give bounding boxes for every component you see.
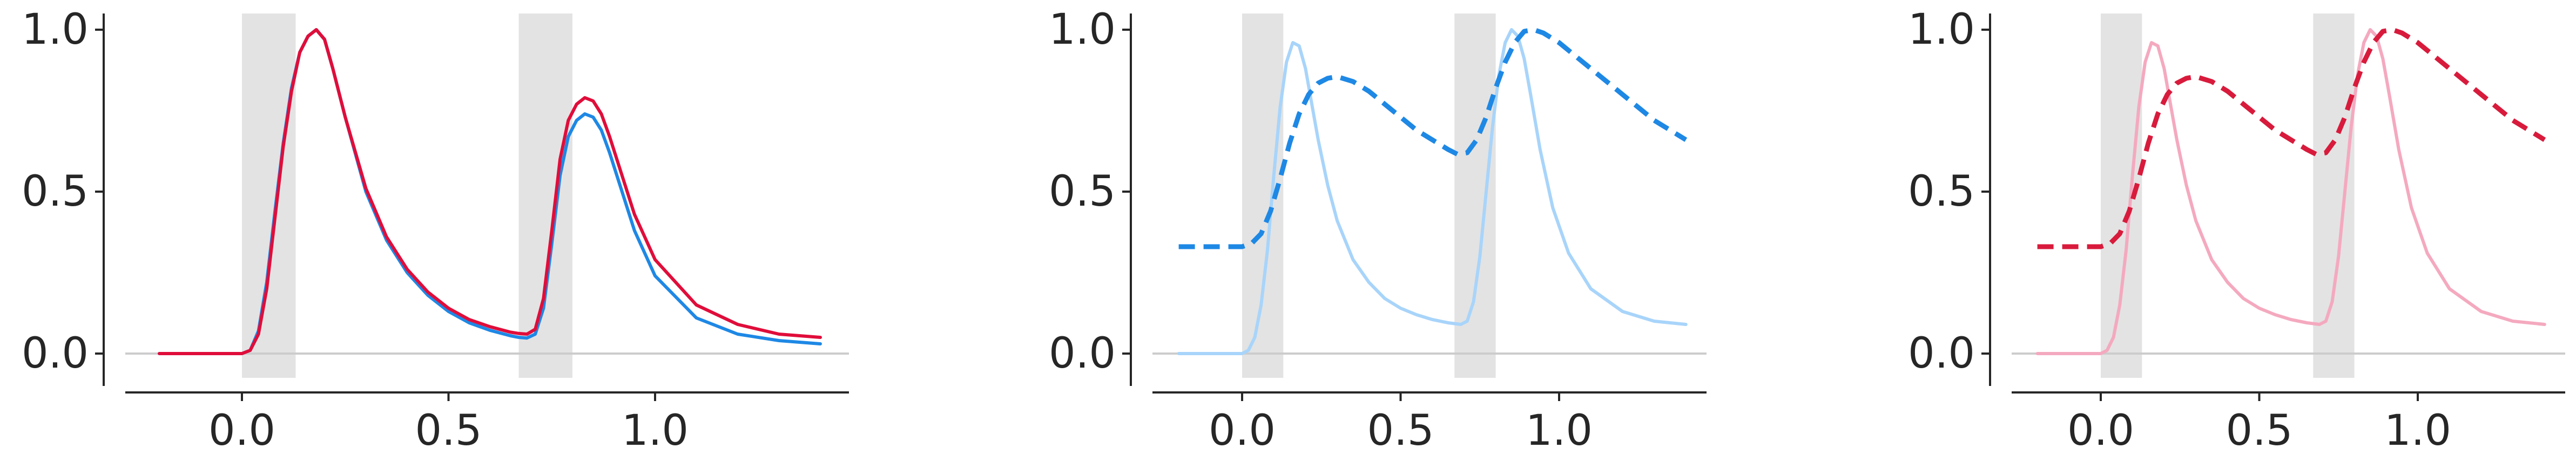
x-tick-label: 0.0	[208, 406, 275, 455]
y-tick-label: 1.0	[1908, 5, 1975, 54]
x-tick-label: 0.5	[2226, 406, 2292, 455]
y-tick-label: 0.5	[1049, 167, 1116, 216]
x-tick-label: 1.0	[622, 406, 689, 455]
x-tick-label: 0.0	[2067, 406, 2134, 455]
series-line-2	[158, 28, 822, 355]
y-tick-label: 0.5	[22, 167, 89, 216]
y-tick-label: 1.0	[22, 5, 89, 54]
series-line-2	[2037, 27, 2546, 249]
chart-panel-2: 0.0 0.5 1.0 0.0 0.5 1.0	[1049, 5, 1707, 455]
y-tick-label: 1.0	[1049, 5, 1116, 54]
x-tick-label: 1.0	[2384, 406, 2451, 455]
y-tick-label: 0.0	[22, 329, 89, 378]
chart-panel-3: 0.0 0.5 1.0 0.0 0.5 1.0	[1908, 5, 2565, 455]
shaded-region-2	[1454, 13, 1496, 378]
x-tick-label: 0.5	[1367, 406, 1434, 455]
chart-panel-1: 0.0 0.5 1.0 0.0 0.5 1.0	[22, 5, 849, 455]
y-tick-label: 0.5	[1908, 167, 1975, 216]
x-tick-label: 1.0	[1526, 406, 1593, 455]
series-line-1	[2035, 28, 2546, 355]
x-tick-label: 0.5	[415, 406, 482, 455]
shaded-region-1	[242, 13, 296, 378]
x-tick-label: 0.0	[1209, 406, 1276, 455]
series-line-2	[1178, 27, 1688, 249]
y-tick-label: 0.0	[1908, 329, 1975, 378]
series-line-1	[1177, 28, 1688, 355]
shaded-region-2	[2313, 13, 2355, 378]
shaded-region-2	[518, 13, 572, 378]
y-tick-label: 0.0	[1049, 329, 1116, 378]
